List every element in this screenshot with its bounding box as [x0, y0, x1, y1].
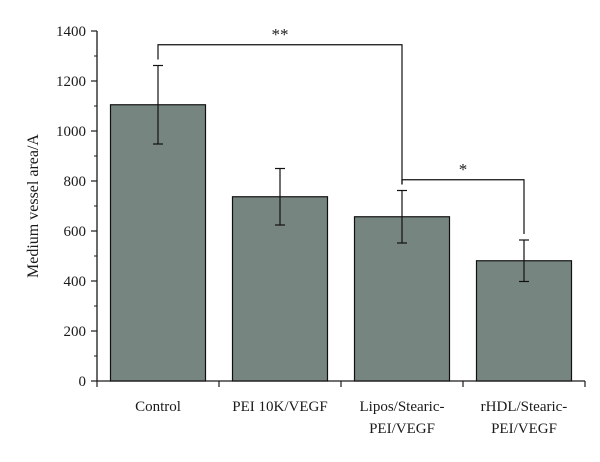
bar	[231, 196, 329, 382]
bar	[109, 104, 207, 382]
x-category-label: PEI 10K/VEGF	[232, 399, 327, 415]
x-category-label: Lipos/Stearic- PEI/VEGF	[360, 399, 445, 437]
x-category-label-line: rHDL/Stearic-	[481, 399, 568, 415]
significance-brackets: ***	[157, 25, 525, 234]
y-tick-label: 1000	[56, 124, 86, 140]
y-axis-title: Medium vessel area/A	[25, 134, 42, 278]
bars	[109, 104, 573, 382]
x-category-label-line: PEI 10K/VEGF	[232, 399, 327, 415]
x-axis: Control PEI 10K/VEGF Lipos/Stearic- PEI/VEG…	[96, 380, 586, 437]
y-tick-label: 400	[64, 274, 87, 290]
y-tick-label: 0	[79, 374, 87, 390]
significance-bracket	[157, 44, 403, 185]
x-category-label-line: PEI/VEGF	[491, 421, 557, 437]
x-category-label: rHDL/Stearic- PEI/VEGF	[481, 399, 568, 437]
significance-bracket	[401, 179, 525, 234]
y-tick-label: 1400	[56, 24, 86, 40]
significance-label: **	[272, 25, 289, 44]
bar	[353, 216, 451, 382]
y-tick-label: 600	[64, 224, 87, 240]
y-axis: 0 200 400 600 800 1000 1200 1400	[56, 24, 98, 390]
x-category-label-line: Lipos/Stearic-	[360, 399, 445, 415]
y-tick-label: 1200	[56, 74, 86, 90]
x-category-label: Control	[135, 399, 181, 415]
x-category-label-line: PEI/VEGF	[369, 421, 435, 437]
y-tick-label: 200	[64, 324, 87, 340]
error-bars	[153, 64, 529, 283]
x-category-label-line: Control	[135, 399, 181, 415]
significance-label: *	[459, 160, 468, 179]
y-tick-label: 800	[64, 174, 87, 190]
